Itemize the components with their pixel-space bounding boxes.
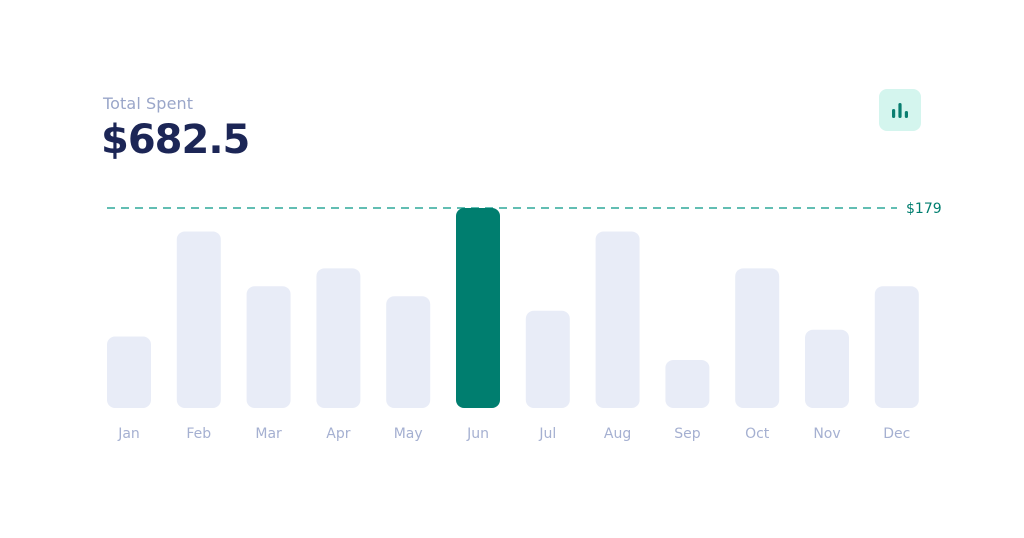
chart-view-button[interactable] bbox=[879, 89, 921, 131]
bar-sep[interactable] bbox=[665, 359, 710, 408]
bar-jan[interactable] bbox=[107, 336, 151, 408]
month-label-may: May bbox=[394, 426, 423, 442]
month-label-feb: Feb bbox=[186, 426, 211, 442]
month-label-apr: Apr bbox=[326, 426, 350, 442]
month-label-jul: Jul bbox=[538, 426, 556, 442]
bar-dec[interactable] bbox=[874, 286, 919, 408]
total-spent-label: Total Spent bbox=[103, 94, 194, 113]
bar-jul[interactable] bbox=[525, 310, 570, 408]
bar-apr[interactable] bbox=[316, 268, 361, 408]
month-label-oct: Oct bbox=[745, 426, 770, 442]
month-label-sep: Sep bbox=[674, 426, 701, 442]
month-label-jan: Jan bbox=[117, 426, 140, 442]
bar-nov[interactable] bbox=[805, 329, 849, 408]
month-label-dec: Dec bbox=[883, 426, 910, 442]
max-value-label: $179 bbox=[906, 201, 942, 217]
month-label-aug: Aug bbox=[604, 426, 631, 442]
bar-jun[interactable] bbox=[456, 208, 500, 408]
month-label-mar: Mar bbox=[255, 426, 282, 442]
bar-chart-icon bbox=[892, 103, 908, 118]
total-spent-value: $682.5 bbox=[101, 117, 250, 163]
bar-mar[interactable] bbox=[246, 286, 291, 408]
month-label-jun: Jun bbox=[466, 426, 489, 442]
month-label-nov: Nov bbox=[813, 426, 840, 442]
bar-oct[interactable] bbox=[735, 268, 780, 408]
bar-may[interactable] bbox=[386, 296, 431, 408]
bar-aug[interactable] bbox=[595, 231, 640, 408]
bar-feb[interactable] bbox=[176, 231, 221, 408]
